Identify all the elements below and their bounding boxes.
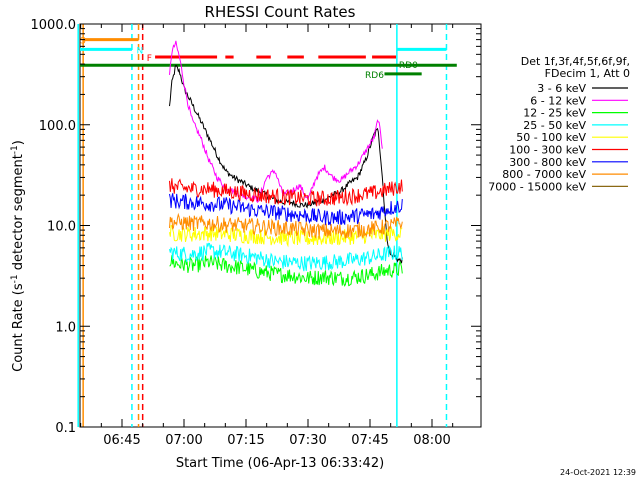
y-axis-label-end: ) bbox=[11, 140, 26, 145]
x-axis-label: Start Time (06-Apr-13 06:33:42) bbox=[176, 456, 384, 471]
y-tick-label-1: 100.0 bbox=[39, 119, 76, 134]
y-axis-label-sup1: -1 bbox=[10, 274, 20, 283]
series-line-100-300kev bbox=[169, 178, 403, 207]
chart-title: RHESSI Count Rates bbox=[205, 3, 356, 21]
series-line-800-7000kev bbox=[169, 212, 403, 239]
series-line-25-50kev bbox=[169, 242, 403, 272]
y-axis-label-mid: detector segment bbox=[11, 154, 26, 274]
x-tick-label-5: 08:00 bbox=[413, 433, 450, 448]
markers: S NF RD0 RD6 bbox=[77, 24, 457, 427]
legend-label-3: 25 - 50 keV bbox=[523, 119, 586, 132]
series-line-12-25kev bbox=[169, 255, 403, 287]
x-tick-label-1: 07:00 bbox=[165, 433, 202, 448]
legend-label-2: 12 - 25 keV bbox=[523, 107, 586, 120]
marker-label-4: RD6 bbox=[365, 71, 384, 81]
series-line-300-800kev bbox=[169, 193, 403, 227]
y-axis-label-main: Count Rate (s bbox=[11, 283, 26, 372]
legend-label-0: 3 - 6 keV bbox=[537, 82, 586, 95]
footer-timestamp: 24-Oct-2021 12:39 bbox=[560, 468, 636, 477]
y-tick-label-3: 1.0 bbox=[55, 320, 76, 335]
series-layer bbox=[169, 40, 403, 287]
marker-label-2: F bbox=[147, 54, 152, 64]
legend-label-8: 7000 - 15000 keV bbox=[488, 180, 586, 193]
x-tick-label-4: 07:45 bbox=[351, 433, 388, 448]
legend-label-6: 300 - 800 keV bbox=[509, 156, 586, 169]
x-tick-label-2: 07:15 bbox=[227, 433, 264, 448]
legend-label-1: 6 - 12 keV bbox=[530, 94, 586, 107]
y-tick-label-0: 1000.0 bbox=[31, 18, 77, 33]
x-tick-label-3: 07:30 bbox=[289, 433, 326, 448]
marker-label-1: N bbox=[136, 46, 143, 56]
legend-label-4: 50 - 100 keV bbox=[516, 131, 586, 144]
legend-header-line-2: FDecim 1, Att 0 bbox=[545, 67, 630, 80]
legend-label-5: 100 - 300 keV bbox=[509, 144, 586, 157]
series-line-6-12kev bbox=[169, 40, 383, 203]
marker-label-0: S bbox=[80, 37, 86, 47]
legend-label-7: 800 - 7000 keV bbox=[502, 168, 586, 181]
y-tick-label-2: 10.0 bbox=[47, 220, 76, 235]
legend: Det 1f,3f,4f,5f,6f,9f, FDecim 1, Att 0 3… bbox=[488, 55, 630, 193]
y-axis-label-sup2: -1 bbox=[10, 145, 20, 154]
x-tick-label-0: 06:45 bbox=[103, 433, 140, 448]
marker-label-3: RD0 bbox=[399, 61, 418, 71]
axes: 06:45 07:00 07:15 07:30 07:45 08:00 1000.0 100.… bbox=[31, 18, 481, 448]
legend-header-line-1: Det 1f,3f,4f,5f,6f,9f, bbox=[521, 55, 630, 68]
y-tick-label-4: 0.1 bbox=[55, 421, 76, 436]
y-axis-label: Count Rate (s-1 detector segment-1) bbox=[10, 140, 26, 372]
